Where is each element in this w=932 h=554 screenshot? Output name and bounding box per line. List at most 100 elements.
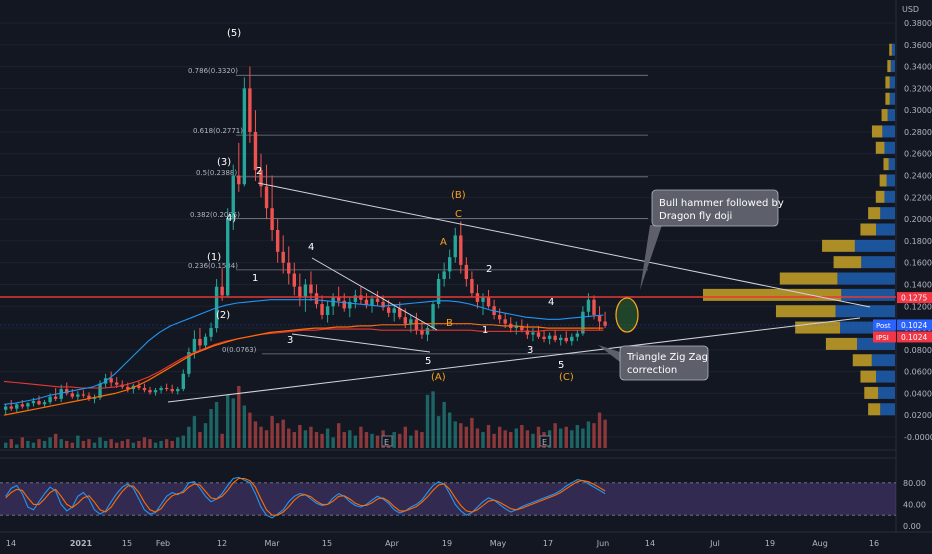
- profile-bar-down: [864, 386, 879, 399]
- candle-body: [59, 389, 63, 399]
- annotation-text: Triangle Zig Zag: [626, 352, 708, 363]
- descending-trendline: [257, 182, 871, 308]
- wave-label: 4): [226, 213, 236, 224]
- volume-bar: [237, 386, 241, 448]
- volume-bar: [331, 437, 335, 448]
- candle-body: [436, 279, 441, 305]
- profile-bar-up: [889, 92, 895, 105]
- wave-label: 4: [308, 242, 314, 253]
- candle-body: [192, 338, 197, 353]
- stochastic-axis: 80.00 40.00 0.00: [903, 479, 926, 531]
- profile-bar-up: [880, 207, 895, 220]
- volume-bar: [337, 423, 341, 448]
- candle-body: [248, 88, 252, 132]
- time-axis[interactable]: 14 2021 15 Feb 12 Mar 15 Apr 19 May 17 Jun 14 Jul 19 Au…: [6, 539, 879, 548]
- time-tick-label: May: [490, 539, 507, 548]
- fibonacci-levels: 0.786(0.3320) 0.618(0.2771) 0.5(0.2388) …: [188, 67, 648, 355]
- volume-bar: [503, 430, 507, 448]
- candle-body: [320, 304, 324, 315]
- candle-body: [181, 373, 185, 390]
- candle-body: [525, 330, 530, 335]
- profile-bar-up: [887, 109, 895, 122]
- stoch-d-line: [5, 477, 606, 516]
- earnings-marker[interactable]: [381, 435, 393, 447]
- price-axis[interactable]: USD 0.3800 0.3600 0.3400 0.3200 0.3000 0.2800…: [902, 5, 932, 442]
- candle-body: [9, 406, 13, 409]
- price-tick-label: 0.0600: [904, 368, 932, 377]
- price-tag: Post 0.1024: [873, 319, 932, 331]
- volume-bar: [475, 428, 480, 448]
- volume-bar: [370, 433, 374, 448]
- price-tag-name: IPSI: [876, 334, 889, 342]
- volume-bar: [409, 435, 413, 448]
- volume-bar: [220, 433, 224, 448]
- wave-label: 3: [287, 335, 293, 346]
- profile-bar-down: [889, 43, 892, 56]
- volume-bar: [570, 430, 574, 448]
- candle-body: [553, 335, 557, 341]
- profile-bar-down: [833, 256, 862, 269]
- price-tags: 0.1275 Post 0.1024 IPSI 0.1024: [873, 292, 932, 343]
- wave-label: 2: [256, 166, 262, 177]
- candle-body: [342, 300, 346, 309]
- volume-bar: [131, 442, 136, 448]
- wave-label: (1): [207, 252, 221, 263]
- candle-body: [453, 235, 457, 258]
- wave-label: 3: [527, 345, 533, 356]
- ascending-trendline: [167, 317, 861, 403]
- profile-bar-down: [875, 190, 885, 203]
- volume-bar: [92, 442, 97, 448]
- candle-body: [259, 170, 263, 187]
- profile-bar-down: [881, 109, 888, 122]
- volume-bar: [320, 433, 324, 448]
- candle-body: [409, 319, 413, 324]
- price-tag-value: 0.1275: [901, 294, 927, 303]
- price-tick-label: 0.1200: [904, 302, 932, 311]
- profile-bar-up: [882, 125, 895, 138]
- volume-bar: [398, 433, 402, 448]
- earnings-marker[interactable]: [539, 435, 551, 447]
- profile-bar-up: [891, 43, 895, 56]
- candle-body: [48, 396, 52, 403]
- earnings-markers: E E: [381, 435, 551, 447]
- candle-body: [403, 317, 407, 324]
- candle-body: [481, 297, 485, 302]
- time-tick-label: 15: [122, 539, 132, 548]
- volume-bar: [281, 419, 285, 448]
- time-tick-label: Jul: [709, 539, 720, 548]
- candle-body: [20, 404, 25, 407]
- price-tick-label: 0.2200: [904, 193, 932, 202]
- candle-body: [353, 295, 358, 302]
- annotation-triangle-zigzag[interactable]: Triangle Zig Zag correction: [598, 345, 709, 381]
- volume-bar: [214, 401, 219, 448]
- volume-bar: [514, 428, 518, 448]
- candle-body: [542, 336, 546, 339]
- volume-bar: [59, 439, 63, 448]
- volume-bar: [592, 423, 596, 448]
- candle-body: [109, 378, 113, 383]
- time-tick-label: Aug: [812, 539, 828, 548]
- price-tag-box: [897, 319, 932, 331]
- candle-body: [198, 338, 202, 346]
- time-tick-label: 12: [217, 539, 227, 548]
- candle-body: [448, 257, 452, 272]
- candle-body: [514, 325, 518, 329]
- profile-bar-down: [868, 403, 881, 416]
- price-tick-label: 0.1400: [904, 280, 932, 289]
- candle-body: [231, 175, 235, 220]
- profile-bar-down: [775, 305, 836, 318]
- candle-body: [292, 273, 296, 287]
- candle-body: [187, 352, 191, 374]
- volume-bar: [453, 421, 457, 448]
- volume-bar: [259, 426, 263, 448]
- candle-body: [81, 394, 86, 396]
- candle-body: [137, 385, 141, 388]
- candle-body: [459, 235, 463, 265]
- annotation-bull-hammer[interactable]: Bull hammer followed by Dragon fly doji: [640, 189, 784, 290]
- volume-bar: [264, 430, 269, 448]
- volume-bar: [192, 416, 197, 448]
- volume-bar: [375, 435, 380, 448]
- volume-bar: [70, 442, 74, 448]
